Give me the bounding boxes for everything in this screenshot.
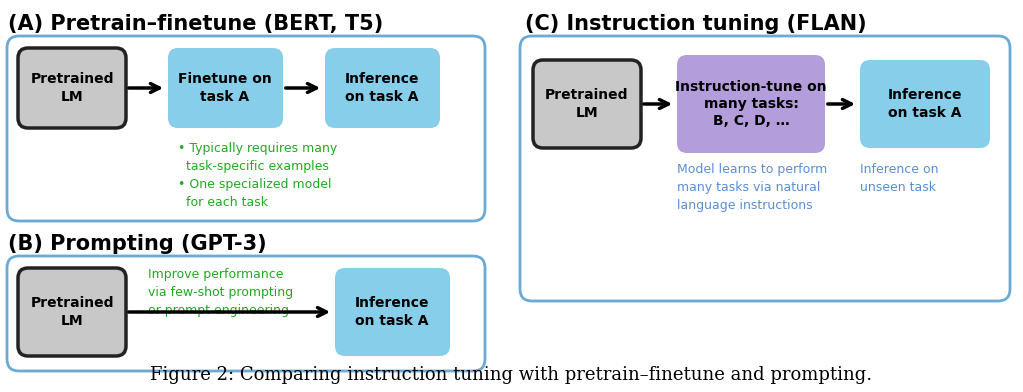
Text: Pretrained
LM: Pretrained LM [31, 73, 114, 103]
FancyBboxPatch shape [168, 48, 283, 128]
Text: Inference on
unseen task: Inference on unseen task [860, 163, 938, 194]
FancyBboxPatch shape [520, 36, 1010, 301]
FancyBboxPatch shape [7, 256, 485, 371]
FancyBboxPatch shape [533, 60, 641, 148]
Text: • Typically requires many
  task-specific examples
• One specialized model
  for: • Typically requires many task-specific … [178, 142, 338, 209]
Text: Finetune on
task A: Finetune on task A [178, 73, 272, 103]
FancyBboxPatch shape [18, 48, 126, 128]
Text: Inference
on task A: Inference on task A [355, 296, 430, 328]
Text: Model learns to perform
many tasks via natural
language instructions: Model learns to perform many tasks via n… [677, 163, 828, 212]
Text: Inference
on task A: Inference on task A [888, 88, 963, 120]
Text: (B) Prompting (GPT-3): (B) Prompting (GPT-3) [8, 234, 267, 254]
Text: Inference
on task A: Inference on task A [345, 73, 419, 103]
Text: Instruction-tune on
many tasks:
B, C, D, …: Instruction-tune on many tasks: B, C, D,… [675, 80, 827, 128]
FancyBboxPatch shape [7, 36, 485, 221]
FancyBboxPatch shape [325, 48, 440, 128]
Text: Pretrained
LM: Pretrained LM [545, 88, 629, 120]
Text: Figure 2: Comparing instruction tuning with pretrain–finetune and prompting.: Figure 2: Comparing instruction tuning w… [150, 366, 872, 384]
Text: (A) Pretrain–finetune (BERT, T5): (A) Pretrain–finetune (BERT, T5) [8, 14, 384, 34]
FancyBboxPatch shape [335, 268, 450, 356]
Text: Improve performance
via few-shot prompting
or prompt engineering: Improve performance via few-shot prompti… [148, 268, 294, 317]
FancyBboxPatch shape [18, 268, 126, 356]
Text: (C) Instruction tuning (FLAN): (C) Instruction tuning (FLAN) [525, 14, 866, 34]
FancyBboxPatch shape [677, 55, 825, 153]
Text: Pretrained
LM: Pretrained LM [31, 296, 114, 328]
FancyBboxPatch shape [860, 60, 990, 148]
